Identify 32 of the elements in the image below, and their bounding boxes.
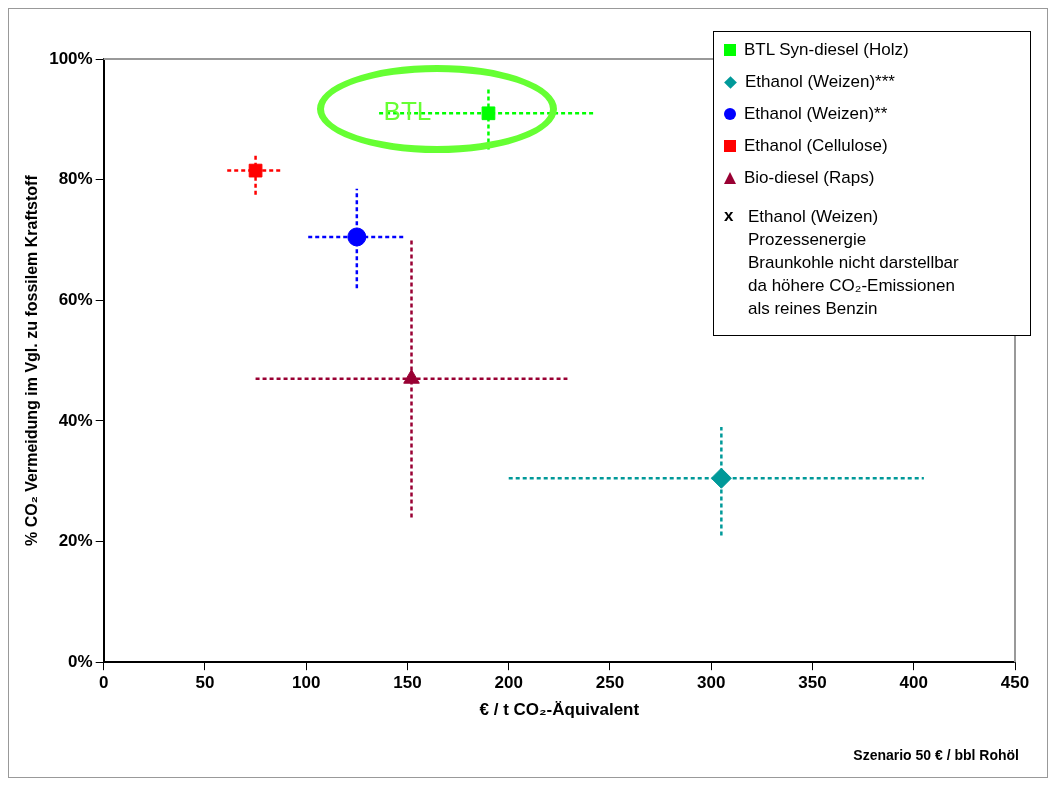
point — [710, 467, 732, 489]
annotation: x — [724, 206, 735, 227]
legend-label: BTL Syn-diesel (Holz) — [744, 40, 909, 60]
x-tick-label: 50 — [195, 673, 215, 693]
text: Szenario 50 € / bbl Rohöl — [853, 747, 1019, 763]
x-tick-label: 300 — [697, 673, 726, 693]
x-tick-label: 0 — [98, 673, 109, 693]
y-tick-label: 100% — [49, 48, 93, 68]
point — [403, 369, 420, 384]
x-tick-label: 400 — [899, 673, 928, 693]
point — [481, 106, 496, 121]
legend-label: Bio-diesel (Raps) — [744, 168, 875, 188]
x-tick-label: 150 — [393, 673, 422, 693]
legend-label: Ethanol (Cellulose) — [744, 136, 888, 156]
x-tick-label: 100 — [292, 673, 321, 693]
x-axis-title: € / t CO₂-Äquivalent — [479, 700, 640, 720]
y-tick-label: 0% — [68, 651, 93, 671]
y-tick-label: 20% — [58, 531, 93, 551]
legend-label: Ethanol (Weizen)*** — [745, 72, 895, 92]
x-tick-label: 200 — [494, 673, 523, 693]
y-axis-title: % CO₂ Vermeidung im Vgl. zu fossilem Kraftstoff — [23, 174, 41, 546]
y-tick-label: 80% — [58, 169, 93, 189]
x-tick-label: 350 — [798, 673, 827, 693]
y-tick-label: 60% — [58, 289, 93, 309]
point — [347, 227, 367, 247]
x-tick-label: 450 — [1000, 673, 1030, 693]
annotation: Ethanol (Weizen) Prozessenergie Braunkohle nicht darstellbar da höhere CO₂-Emissionen als reines Benzin — [748, 207, 959, 318]
x-tick-label: 250 — [595, 673, 625, 693]
legend-label: Ethanol (Weizen)** — [744, 104, 888, 124]
y-tick-label: 40% — [58, 410, 93, 430]
point — [248, 163, 263, 178]
annotation: BTL — [383, 96, 432, 127]
